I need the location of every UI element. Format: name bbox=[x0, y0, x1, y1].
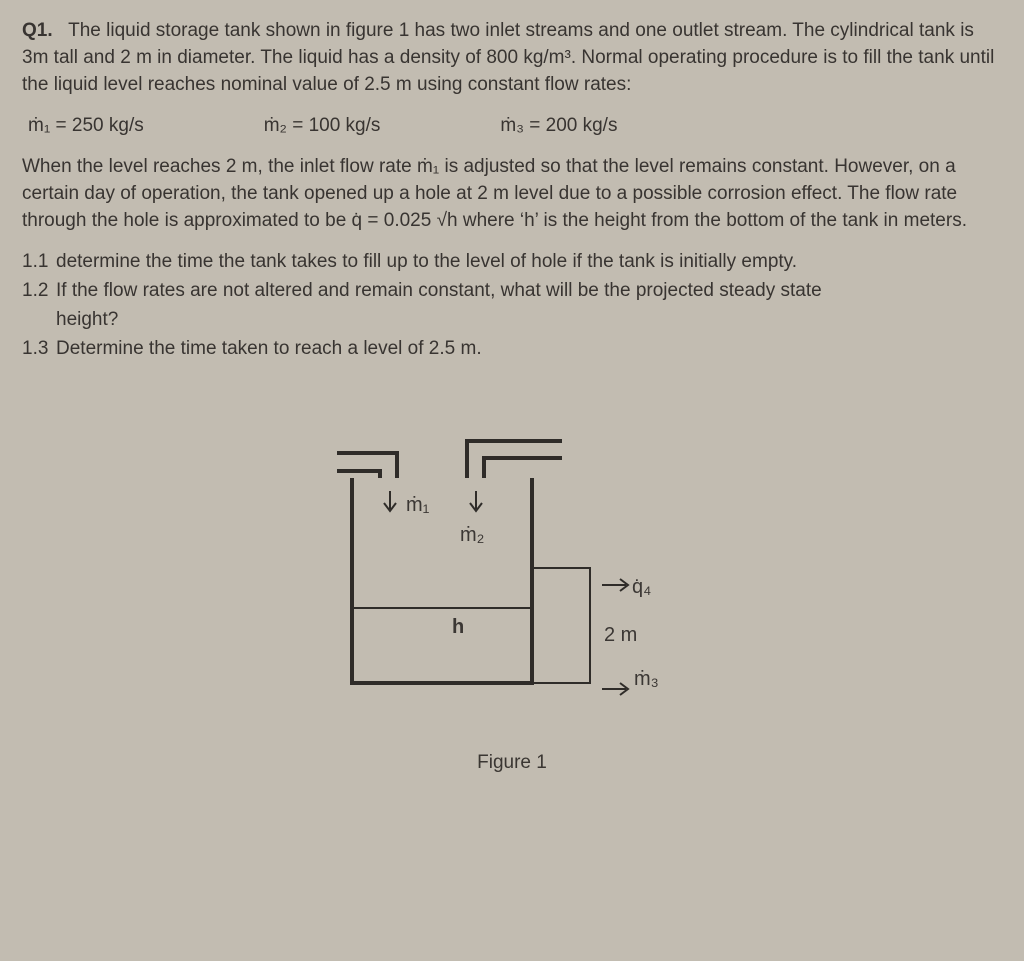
label-m1: ṁ₁ bbox=[406, 494, 430, 516]
subq-1-1: 1.1 determine the time the tank takes to… bbox=[22, 249, 1002, 276]
para1-text: The liquid storage tank shown in figure … bbox=[22, 20, 994, 95]
arrow-right-icon bbox=[602, 683, 628, 695]
subq-1-2-cont: height? bbox=[22, 307, 1002, 334]
inlet-pipe-2b bbox=[484, 458, 562, 478]
subq-text: height? bbox=[56, 307, 1002, 334]
label-m3: ṁ₃ bbox=[634, 668, 659, 690]
question-number: Q1. bbox=[22, 20, 53, 41]
arrow-down-icon bbox=[470, 491, 482, 511]
subq-num: 1.1 bbox=[22, 249, 56, 276]
m3-value: ṁ₃ = 200 kg/s bbox=[500, 113, 617, 140]
para2: When the level reaches 2 m, the inlet fl… bbox=[22, 154, 1002, 235]
question-intro: Q1. The liquid storage tank shown in fig… bbox=[22, 18, 1002, 99]
label-q4: q̇₄ bbox=[632, 576, 651, 598]
para2-text: When the level reaches 2 m, the inlet fl… bbox=[22, 156, 967, 231]
subq-text: Determine the time taken to reach a leve… bbox=[56, 336, 1002, 363]
subq-1-2: 1.2 If the flow rates are not altered an… bbox=[22, 278, 1002, 305]
subq-num: 1.3 bbox=[22, 336, 56, 363]
subq-num: 1.2 bbox=[22, 278, 56, 305]
flow-rates-row: ṁ₁ = 250 kg/s ṁ₂ = 100 kg/s ṁ₃ = 200 kg/… bbox=[28, 113, 1002, 140]
figure-caption: Figure 1 bbox=[302, 750, 722, 777]
arrow-down-icon bbox=[384, 491, 396, 511]
subq-text: If the flow rates are not altered and re… bbox=[56, 278, 1002, 305]
m2-value: ṁ₂ = 100 kg/s bbox=[264, 113, 381, 140]
arrow-right-icon bbox=[602, 579, 628, 591]
label-m2: ṁ₂ bbox=[460, 524, 484, 546]
subq-text: determine the time the tank takes to fil… bbox=[56, 249, 1002, 276]
inlet-pipe-1b bbox=[337, 471, 380, 478]
figure-svg: ṁ₁ ṁ₂ h q̇₄ 2 m ṁ₃ bbox=[302, 433, 722, 733]
inlet-pipe-1 bbox=[337, 453, 397, 478]
figure-1: ṁ₁ ṁ₂ h q̇₄ 2 m ṁ₃ Figure 1 bbox=[302, 433, 722, 763]
m1-value: ṁ₁ = 250 kg/s bbox=[28, 113, 144, 140]
label-h: h bbox=[452, 616, 464, 638]
height-guide bbox=[532, 568, 590, 683]
tank-outline bbox=[352, 478, 532, 683]
subq-1-3: 1.3 Determine the time taken to reach a … bbox=[22, 336, 1002, 363]
subquestion-list: 1.1 determine the time the tank takes to… bbox=[22, 249, 1002, 363]
label-2m: 2 m bbox=[604, 624, 637, 646]
